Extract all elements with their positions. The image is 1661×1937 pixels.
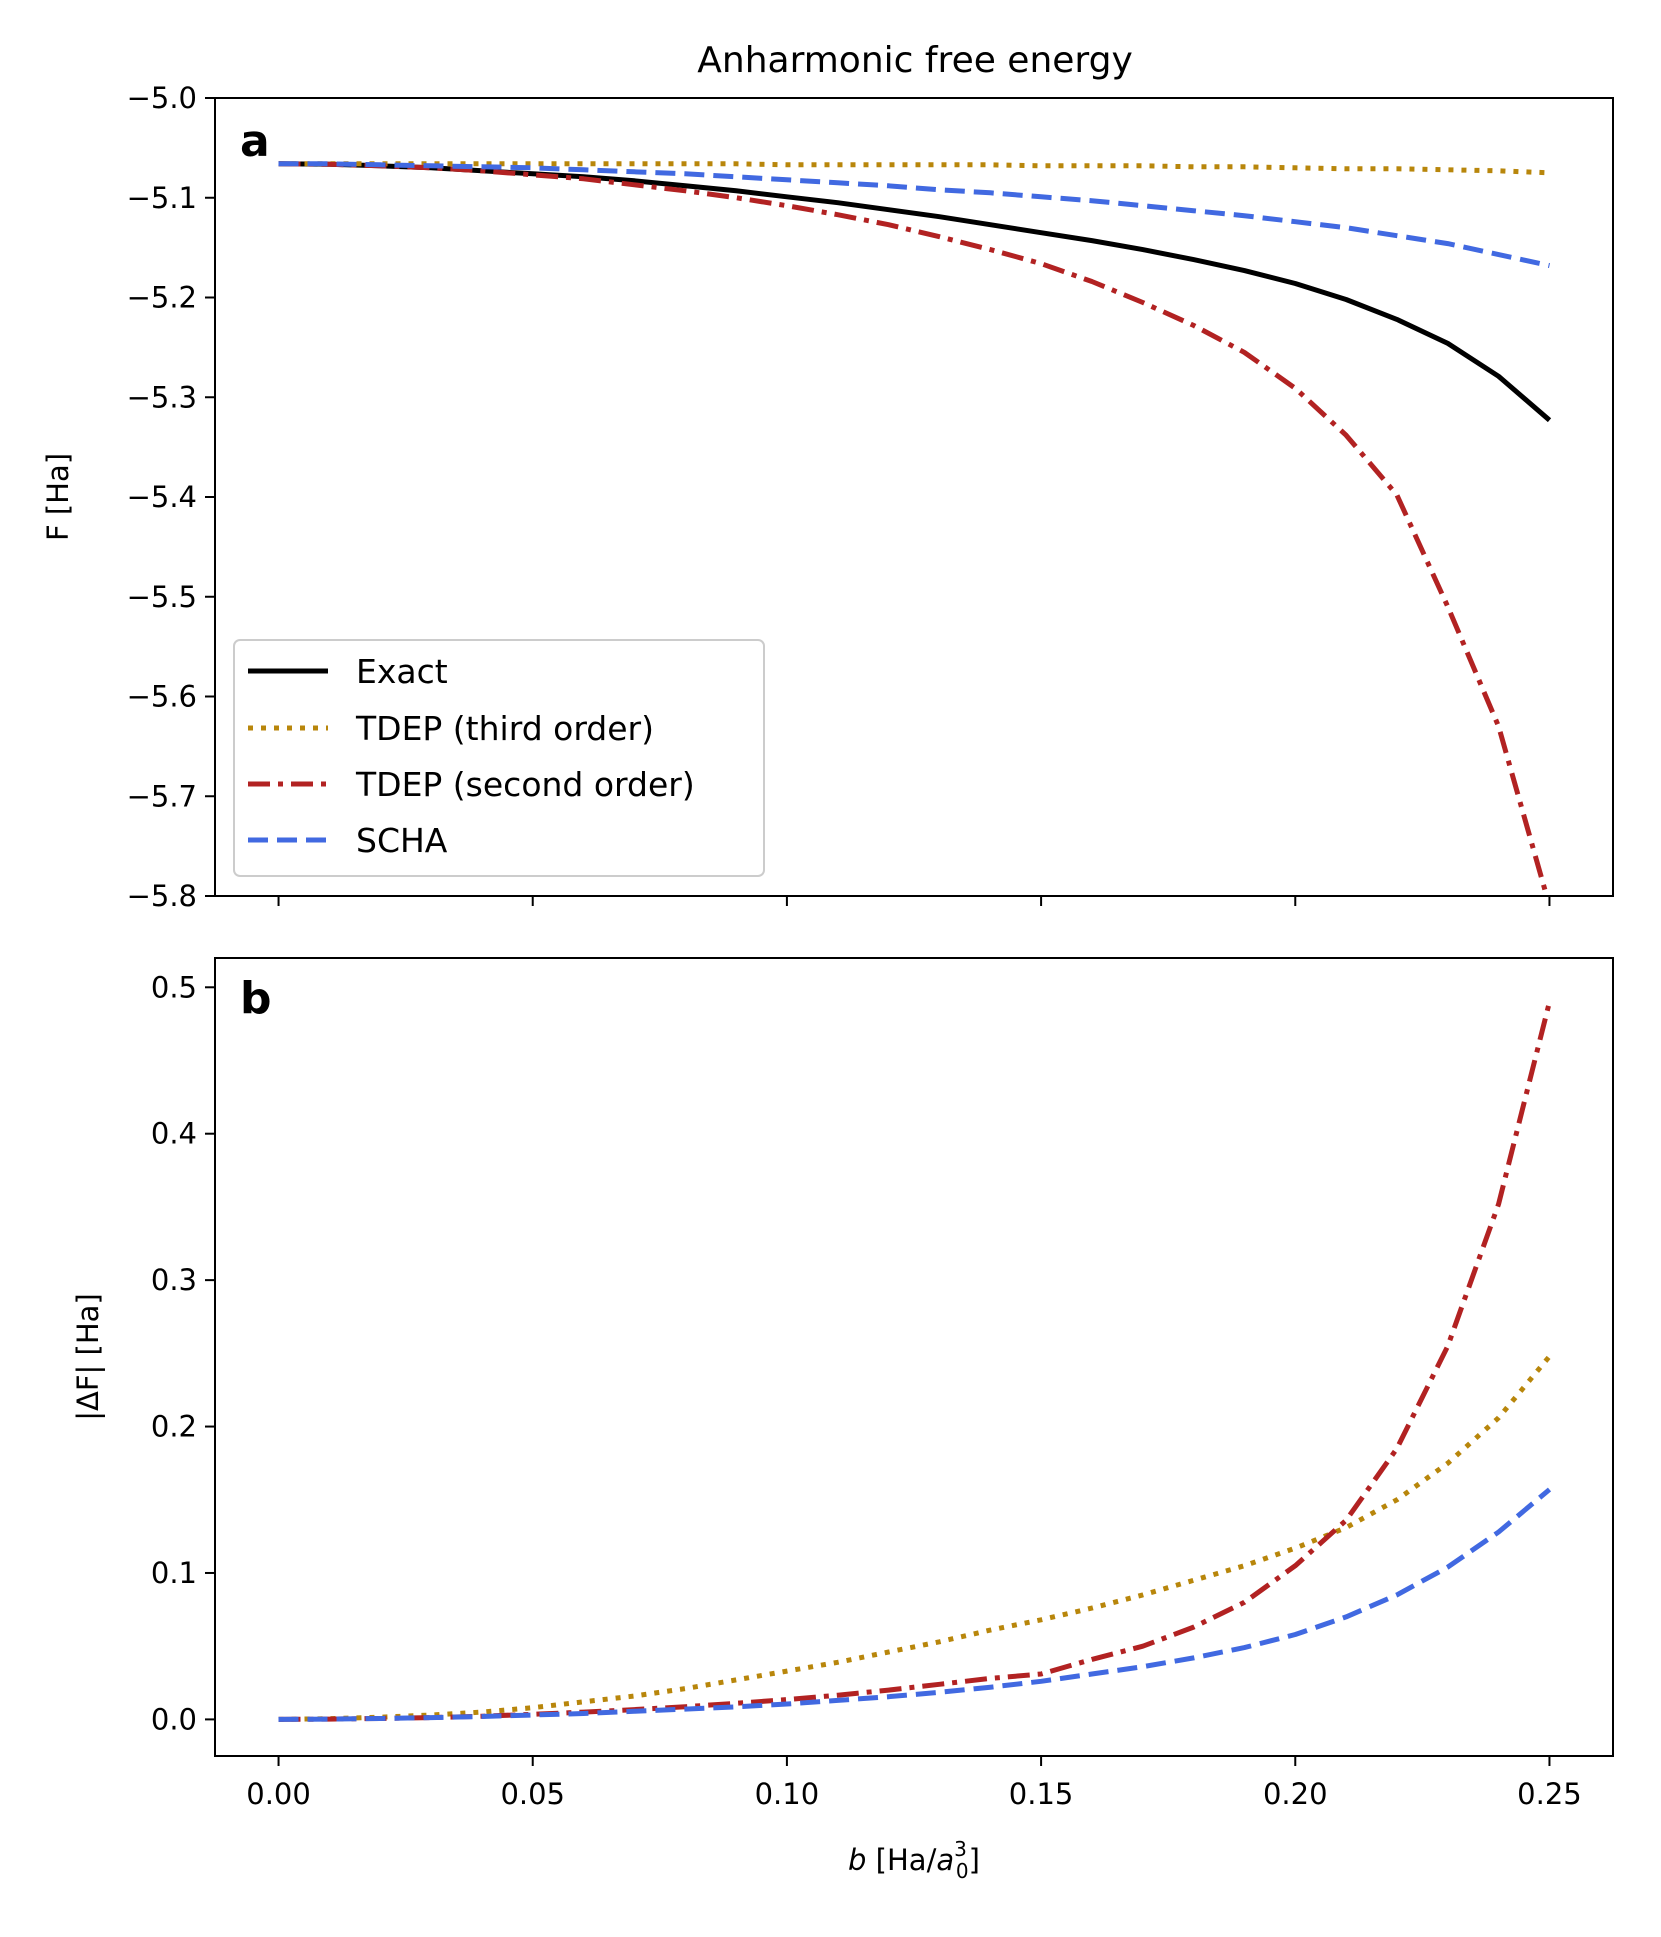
panel-b-series-tdep-third-order [278,1354,1552,1722]
x-tick-label: 0.10 [755,1777,820,1811]
legend-label-exact: Exact [356,652,448,691]
chart-title: Anharmonic free energy [697,40,1133,81]
panel-b-y-tick-label: 0.0 [151,1702,197,1736]
panel-b-frame [214,957,1614,1757]
panel-a-y-tick-label: −5.2 [127,281,197,315]
x-tick-label: 0.20 [1263,1777,1328,1811]
panel-b-letter: b [240,973,272,1024]
x-axis-label-unit-base: a [936,1843,954,1877]
panel-a-y-axis: −5.0 −5.1 −5.2 −5.3 −5.4 −5.5 −5.6 −5.7 −5.8 [127,81,215,913]
panel-a-plot-area [278,161,1552,896]
panel-b-series-tdep-second-order [278,1001,1552,1722]
panel-a-y-tick-label: −5.3 [127,380,197,414]
panel-a-series-exact [278,161,1552,423]
panel-a-y-tick-label: −5.8 [127,879,197,913]
x-axis-label-variable: b [848,1843,866,1877]
x-tick-label: 0.15 [1009,1777,1074,1811]
panel-a-y-tick-label: −5.6 [127,680,197,714]
legend-label-tdep-third-order: TDEP (third order) [355,709,654,748]
panel-b-y-tick-label: 0.5 [151,970,197,1004]
x-axis-label-superscript: 3 [954,1837,967,1861]
panel-b-series-scha [278,1487,1552,1722]
panel-b-y-tick-label: 0.4 [151,1117,197,1151]
x-axis-label-unit-start: [Ha/ [866,1843,936,1877]
x-axis-label-subscript: 0 [956,1859,969,1883]
panel-b-plot-area [278,1001,1552,1722]
panel-a: −5.0 −5.1 −5.2 −5.3 −5.4 −5.5 −5.6 −5.7 −5.8 F [… [41,81,1614,913]
panel-a-letter: a [240,116,270,167]
x-tick-label: 0.00 [246,1777,311,1811]
panel-a-series-scha [278,161,1551,269]
panel-a-x-axis [277,896,1551,906]
legend-label-scha: SCHA [356,821,448,860]
legend-box [233,639,765,877]
legend: Exact TDEP (third order) TDEP (second or… [233,639,765,877]
panel-a-y-tick-label: −5.5 [127,580,197,614]
panel-b-y-tick-label: 0.3 [151,1263,197,1297]
panel-b-y-tick-label: 0.1 [151,1556,197,1590]
panel-b-y-axis-label: |ΔF| [Ha] [71,1293,105,1420]
panel-a-y-axis-label: F [Ha] [41,453,75,541]
panel-a-series-tdep-third-order [278,161,1550,176]
x-axis-label-unit-end: ] [969,1843,980,1877]
panel-a-y-tick-label: −5.7 [127,779,197,813]
panel-a-y-tick-label: −5.4 [127,480,197,514]
panel-b-y-tick-label: 0.2 [151,1410,197,1444]
legend-label-tdep-second-order: TDEP (second order) [355,765,695,804]
x-axis-label: b [Ha/a3 0] [848,1837,980,1883]
panel-b-y-axis: 0.0 0.1 0.2 0.3 0.4 0.5 [151,970,215,1736]
panel-a-y-tick-label: −5.1 [127,181,197,215]
panel-b-x-axis: 0.00 0.05 0.10 0.15 0.20 0.25 [246,1756,1582,1811]
panel-b: 0.00.10.20.30.40.5 0.00 0.05 0.10 0.15 0.20 0… [71,957,1614,1811]
x-tick-label: 0.25 [1517,1777,1582,1811]
x-tick-label: 0.05 [500,1777,565,1811]
panel-a-y-tick-label: −5.0 [127,81,197,115]
